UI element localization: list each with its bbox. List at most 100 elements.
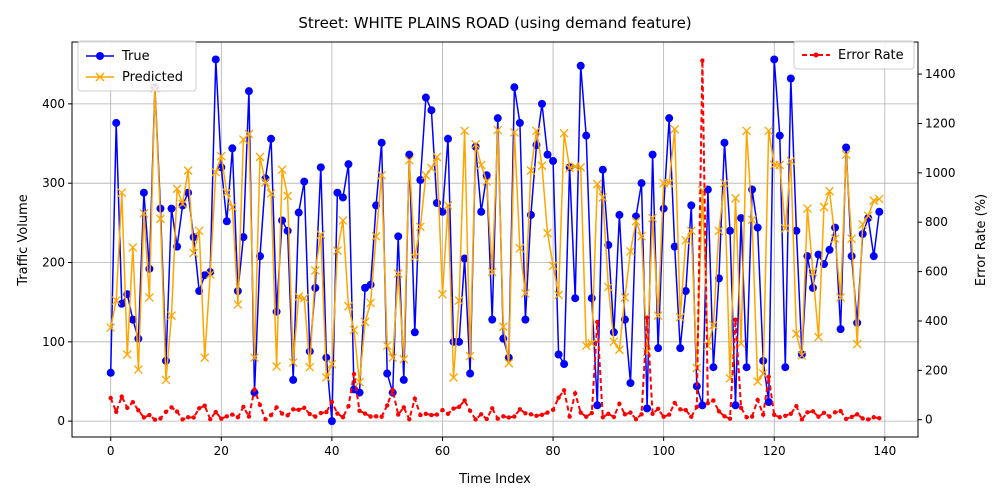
- true-point: [781, 363, 790, 372]
- error-rate-point: [595, 319, 600, 325]
- error-rate-point: [766, 374, 771, 379]
- true-point: [455, 337, 464, 346]
- predicted-point: [355, 377, 364, 387]
- error-rate-point: [661, 414, 666, 419]
- y-right-tick-label: 1200: [925, 116, 956, 130]
- error-rate-point: [700, 58, 705, 63]
- true-point: [244, 87, 253, 96]
- predicted-point: [382, 341, 392, 351]
- error-rate-point: [705, 400, 711, 406]
- predicted-point: [432, 152, 442, 162]
- predicted-point: [338, 216, 348, 225]
- predicted-point: [122, 350, 132, 359]
- predicted-point: [200, 353, 210, 363]
- error-rate-point: [429, 412, 434, 418]
- error-rate-point: [329, 399, 335, 405]
- predicted-point: [515, 243, 525, 253]
- error-rate-point: [174, 409, 180, 414]
- predicted-point: [255, 152, 265, 162]
- true-point: [515, 118, 524, 127]
- y-left-tick-label: 200: [42, 256, 65, 270]
- predicted-point: [244, 129, 254, 139]
- true-point: [538, 99, 546, 108]
- predicted-point: [294, 292, 304, 302]
- error-rate-point: [473, 417, 478, 422]
- predicted-point: [631, 216, 641, 226]
- predicted-point: [167, 311, 176, 321]
- predicted-point: [233, 300, 243, 309]
- true-point: [222, 217, 231, 226]
- true-point: [803, 252, 812, 261]
- true-point: [598, 165, 607, 174]
- error-rate-point: [534, 413, 539, 418]
- predicted-point: [675, 312, 685, 322]
- predicted-point: [626, 246, 635, 256]
- predicted-point: [106, 323, 116, 333]
- predicted-point: [172, 184, 182, 194]
- predicted-point: [482, 177, 492, 187]
- predicted-point: [371, 231, 381, 241]
- predicted-point: [178, 199, 188, 209]
- predicted-point: [520, 288, 530, 298]
- error-rate-point: [749, 414, 755, 419]
- true-point: [720, 138, 729, 147]
- predicted-point: [305, 362, 315, 372]
- x-tick-label: 120: [763, 444, 786, 458]
- true-point: [134, 334, 143, 343]
- predicted-point: [360, 317, 370, 327]
- error-rate-point: [141, 415, 147, 420]
- error-rate-point: [561, 388, 567, 393]
- error-rate-point: [738, 405, 744, 411]
- error-rate-point: [445, 411, 451, 416]
- true-point: [128, 315, 137, 324]
- predicted-point: [686, 226, 696, 236]
- error-rate-point: [523, 411, 528, 416]
- error-rate-point: [362, 411, 368, 416]
- true-point: [338, 193, 347, 202]
- true-point: [283, 226, 292, 235]
- predicted-point: [487, 267, 497, 277]
- true-point: [311, 283, 320, 292]
- error-rate-point: [611, 414, 617, 420]
- error-rate-point: [578, 410, 583, 415]
- predicted-point: [321, 373, 331, 382]
- predicted-point: [874, 194, 884, 204]
- error-rate-point: [401, 405, 406, 410]
- predicted-point: [581, 341, 591, 351]
- error-rate-point: [655, 406, 661, 412]
- error-rate-point: [180, 417, 185, 422]
- error-rate-point: [478, 412, 484, 417]
- error-rate-point: [772, 412, 777, 417]
- error-rate-point: [572, 391, 578, 396]
- error-rate-point: [644, 315, 650, 320]
- error-rate-point: [639, 412, 644, 417]
- error-rate-point: [584, 414, 589, 419]
- x-tick-label: 40: [324, 444, 339, 458]
- error-rate-point: [788, 411, 794, 416]
- error-rate-point: [810, 409, 816, 414]
- true-point: [211, 55, 220, 64]
- error-rate-point: [285, 413, 290, 418]
- predicted-point: [332, 246, 342, 256]
- predicted-point: [731, 193, 740, 203]
- true-point: [770, 55, 779, 64]
- error-rate-point: [744, 415, 749, 420]
- error-rate-point: [185, 415, 191, 420]
- error-rate-point: [600, 415, 606, 420]
- predicted-point: [791, 329, 801, 339]
- x-tick-label: 60: [435, 444, 450, 458]
- predicted-point: [509, 127, 519, 137]
- error-rate-point: [396, 412, 401, 417]
- legend-true-marker: [96, 52, 104, 60]
- error-rate-point: [666, 412, 672, 417]
- true-point: [366, 280, 375, 289]
- predicted-point: [819, 202, 829, 212]
- predicted-point: [714, 226, 724, 236]
- true-point: [167, 204, 176, 213]
- x-tick-label: 0: [107, 444, 115, 458]
- true-point: [139, 188, 148, 197]
- error-rate-point: [246, 414, 252, 419]
- predicted-point: [797, 350, 807, 360]
- error-rate-point: [307, 411, 312, 417]
- error-rate-point: [866, 417, 871, 422]
